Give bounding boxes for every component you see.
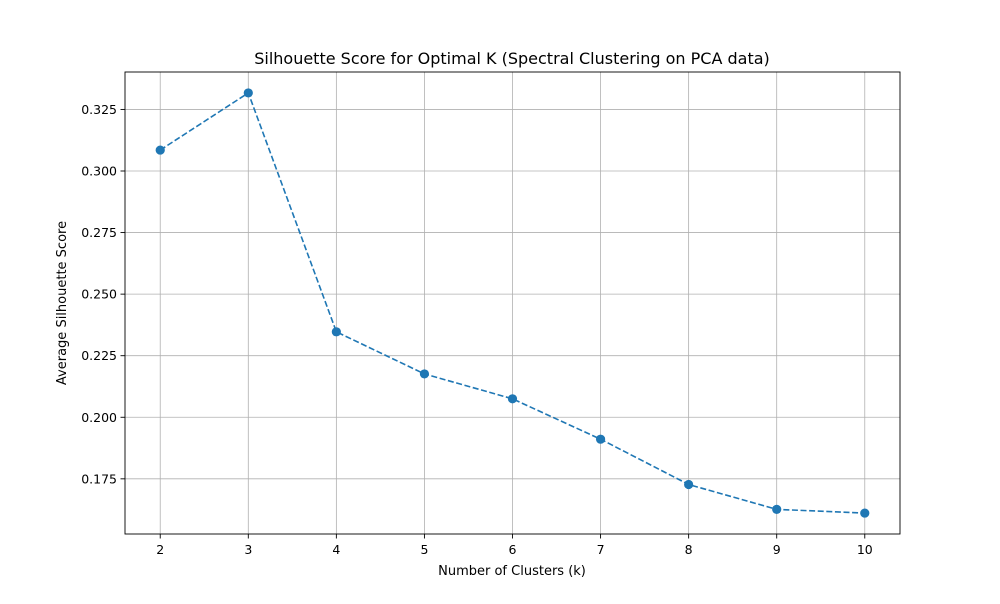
data-point bbox=[331, 327, 341, 337]
x-tick-label: 3 bbox=[244, 542, 252, 557]
y-tick-label: 0.300 bbox=[81, 164, 117, 179]
y-tick-label: 0.225 bbox=[81, 348, 117, 363]
data-point bbox=[595, 434, 606, 444]
data-point bbox=[243, 88, 253, 98]
data-point bbox=[860, 508, 870, 518]
y-tick-label: 0.275 bbox=[81, 225, 117, 240]
chart-title: Silhouette Score for Optimal K (Spectral… bbox=[254, 49, 770, 68]
y-axis-label: Average Silhouette Score bbox=[55, 221, 70, 385]
data-point bbox=[419, 369, 430, 379]
data-point bbox=[772, 504, 782, 514]
x-tick-label: 7 bbox=[597, 542, 605, 557]
grid-layer bbox=[125, 72, 900, 534]
x-axis-label: Number of Clusters (k) bbox=[438, 564, 586, 579]
series-line bbox=[159, 92, 865, 514]
x-tick-label: 5 bbox=[420, 542, 428, 557]
x-tick-label: 2 bbox=[156, 542, 164, 557]
data-point bbox=[507, 394, 518, 404]
x-tick-label: 8 bbox=[685, 542, 693, 557]
data-point bbox=[684, 479, 694, 490]
x-tick-label: 10 bbox=[857, 542, 873, 557]
x-tick-label: 6 bbox=[509, 542, 517, 557]
y-tick-label: 0.175 bbox=[81, 471, 117, 486]
data-layer bbox=[155, 88, 870, 518]
x-tick-label: 9 bbox=[773, 542, 781, 557]
y-tick-label: 0.200 bbox=[81, 410, 117, 425]
data-point bbox=[155, 145, 165, 155]
y-tick-label: 0.325 bbox=[81, 102, 117, 117]
x-tick-label: 4 bbox=[332, 542, 340, 557]
axes-layer: 2 3 4 5 6 7 8 9 10 0.175 0.200 0.225 0.250 0.275 0.300… bbox=[81, 71, 901, 557]
y-tick-label: 0.250 bbox=[81, 287, 117, 302]
